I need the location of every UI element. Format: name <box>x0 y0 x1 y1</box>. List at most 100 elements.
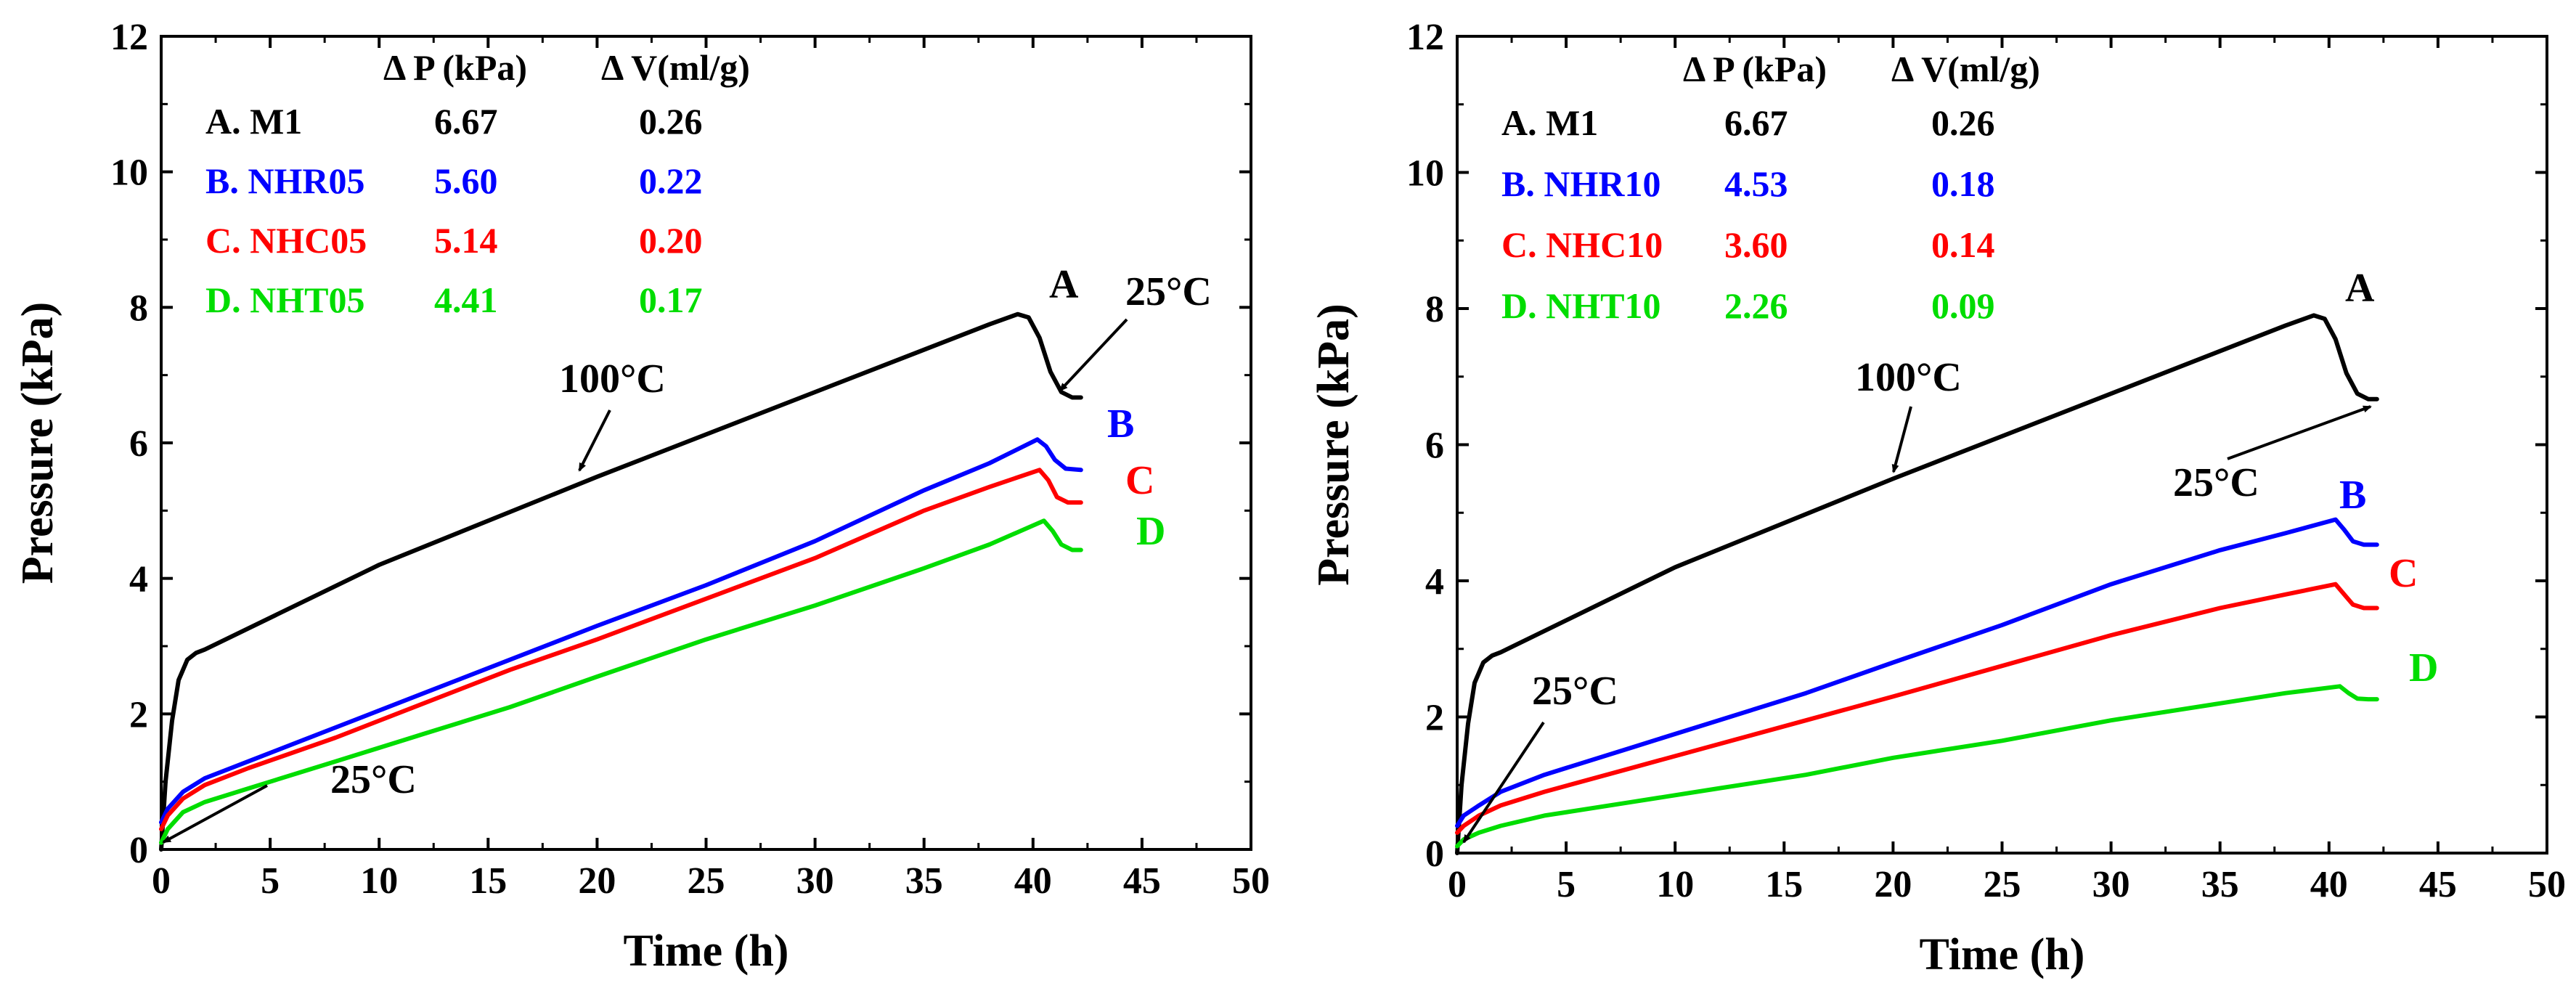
annotation-arrow <box>578 409 611 472</box>
x-tick-label: 20 <box>578 860 616 902</box>
x-tick-label: 0 <box>1448 864 1467 905</box>
annotation-label: C <box>1125 458 1154 503</box>
annotation-label: B <box>2339 473 2366 518</box>
annotation-label: 100°C <box>559 356 666 401</box>
annotation-arrow <box>1059 318 1128 392</box>
chart-right: 0 5 10 15 20 25 30 35 40 45 50 0 2 4 6 8 10 12 Time (h) Pre… <box>1309 17 2566 979</box>
y-tick-label: 12 <box>1406 17 1444 58</box>
x-axis-title: Time (h) <box>1920 930 2085 979</box>
y-tick-label: 10 <box>1406 153 1444 195</box>
series-line-a <box>159 311 1083 852</box>
annotation-label: D <box>2409 645 2438 690</box>
legend-dv-value: 0.26 <box>1931 102 1995 143</box>
legend-label: C. NHC05 <box>205 220 367 261</box>
series-line-c <box>1455 582 2379 835</box>
y-tick-label: 12 <box>110 17 148 58</box>
x-tick-label: 10 <box>1656 864 1694 905</box>
legend-dv-value: 0.26 <box>639 101 703 142</box>
legend-label: D. NHT05 <box>205 280 364 320</box>
x-tick-label: 50 <box>2528 864 2566 905</box>
annotation-label: 100°C <box>1855 355 1962 400</box>
legend-label: A. M1 <box>1501 102 1598 143</box>
x-tick-label: 15 <box>469 860 507 902</box>
annotation-label: 25°C <box>2173 460 2259 505</box>
x-axis-title: Time (h) <box>624 926 789 976</box>
y-tick-label: 10 <box>110 152 148 194</box>
annotation-label: 25°C <box>1532 669 1618 714</box>
x-tick-label: 10 <box>360 860 398 902</box>
x-tick-label: 25 <box>1984 864 2021 905</box>
annotation-label: B <box>1107 401 1134 447</box>
x-tick-label: 45 <box>1123 860 1161 902</box>
legend-header-dp: Δ P (kPa) <box>383 47 527 88</box>
legend-label: B. NHR05 <box>205 160 364 201</box>
y-axis-title: Pressure (kPa) <box>13 302 62 584</box>
annotation-arrow <box>1462 721 1545 844</box>
plot-frame <box>160 35 1252 851</box>
annotation-arrow <box>2227 405 2372 460</box>
y-tick-label: 0 <box>129 830 148 871</box>
legend-dv-value: 0.09 <box>1931 285 1995 326</box>
x-tick-label: 30 <box>796 860 834 902</box>
x-tick-label: 50 <box>1232 860 1270 902</box>
x-tick-label: 0 <box>152 860 171 902</box>
series-line-b <box>159 437 1083 825</box>
annotation-label: 25°C <box>330 757 417 802</box>
legend-dp-value: 4.41 <box>434 280 498 320</box>
series-line-d <box>1455 684 2379 849</box>
annotation-label: C <box>2389 551 2418 596</box>
legend-dv-value: 0.17 <box>639 280 703 320</box>
annotation-arrow <box>162 784 268 844</box>
y-tick-label: 4 <box>1425 561 1444 603</box>
series-line-c <box>159 468 1083 831</box>
legend-dp-value: 3.60 <box>1724 224 1788 265</box>
x-tick-label: 5 <box>261 860 280 902</box>
legend-dv-value: 0.18 <box>1931 163 1995 204</box>
annotation-arrow <box>1891 406 1912 473</box>
y-tick-label: 4 <box>129 559 148 600</box>
legend-dp-value: 4.53 <box>1724 163 1788 204</box>
annotation-label: A <box>1049 262 1079 307</box>
annotation-label: D <box>1136 509 1165 554</box>
y-tick-label: 2 <box>129 694 148 735</box>
x-tick-label: 25 <box>688 860 725 902</box>
legend-label: B. NHR10 <box>1501 163 1660 204</box>
annotation-label: A <box>2345 266 2375 311</box>
annotation-label: 25°C <box>1125 269 1212 314</box>
x-tick-label: 40 <box>1014 860 1052 902</box>
legend-dp-value: 6.67 <box>434 101 498 142</box>
legend-dp-value: 2.26 <box>1724 285 1788 326</box>
legend-dp-value: 5.14 <box>434 220 498 261</box>
legend-header-dv: Δ V(ml/g) <box>1891 49 2040 89</box>
series-line-d <box>159 518 1083 845</box>
plot-frame <box>1456 35 2548 855</box>
y-axis-title: Pressure (kPa) <box>1309 303 1358 586</box>
y-tick-label: 2 <box>1425 698 1444 739</box>
x-tick-label: 5 <box>1557 864 1576 905</box>
legend-dp-value: 5.60 <box>434 160 498 201</box>
x-tick-label: 35 <box>905 860 943 902</box>
x-tick-label: 35 <box>2201 864 2239 905</box>
legend-label: D. NHT10 <box>1501 285 1660 326</box>
y-tick-label: 8 <box>129 288 148 329</box>
legend-header-dp: Δ P (kPa) <box>1683 49 1827 89</box>
legend-label: A. M1 <box>205 101 302 142</box>
x-tick-label: 30 <box>2092 864 2130 905</box>
x-tick-label: 15 <box>1765 864 1803 905</box>
series-line-a <box>1455 313 2379 855</box>
y-tick-label: 0 <box>1425 833 1444 875</box>
legend-dp-value: 6.67 <box>1724 102 1788 143</box>
y-tick-label: 6 <box>129 423 148 465</box>
legend-dv-value: 0.22 <box>639 160 703 201</box>
x-tick-label: 20 <box>1874 864 1912 905</box>
x-tick-label: 40 <box>2310 864 2348 905</box>
chart-left: 0 5 10 15 20 25 30 35 40 45 50 0 2 4 6 8 10 12 Time (h) Pre… <box>13 17 1270 976</box>
legend-dv-value: 0.14 <box>1931 224 1995 265</box>
legend-dv-value: 0.20 <box>639 220 703 261</box>
legend-header-dv: Δ V(ml/g) <box>601 47 750 88</box>
x-tick-label: 45 <box>2419 864 2457 905</box>
legend-label: C. NHC10 <box>1501 224 1663 265</box>
y-tick-label: 8 <box>1425 289 1444 330</box>
y-tick-label: 6 <box>1425 425 1444 467</box>
